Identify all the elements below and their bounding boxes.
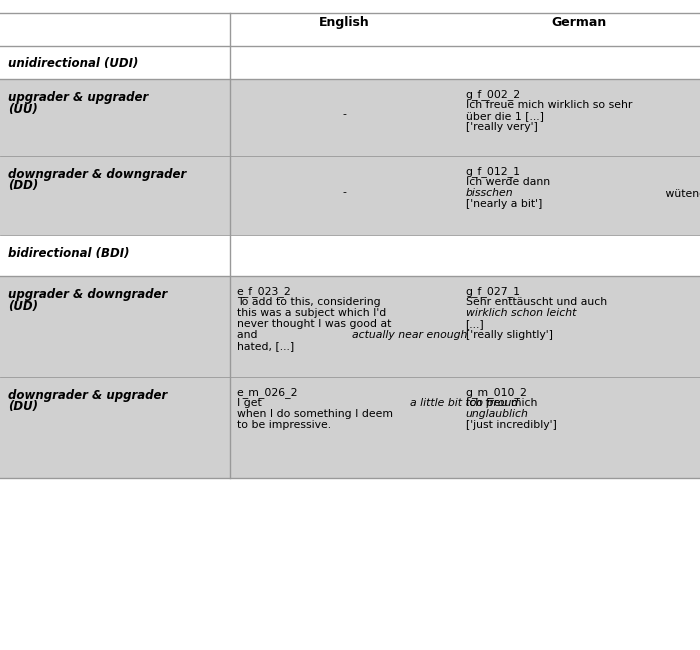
Text: actually near enough: actually near enough <box>352 330 468 340</box>
Text: -: - <box>342 187 346 198</box>
Text: Sehr enttäuscht und auch: Sehr enttäuscht und auch <box>466 297 607 307</box>
Text: upgrader & upgrader: upgrader & upgrader <box>8 91 148 104</box>
Bar <box>0 276 700 377</box>
Bar <box>0 13 700 478</box>
Text: bisschen: bisschen <box>466 188 513 198</box>
Text: ['really slightly']: ['really slightly'] <box>466 330 552 340</box>
Text: e_f_023_2: e_f_023_2 <box>237 286 291 297</box>
Text: when I do something I deem: when I do something I deem <box>237 409 393 419</box>
Text: e_m_026_2: e_m_026_2 <box>237 387 298 398</box>
Text: g_f_002_2: g_f_002_2 <box>466 89 521 100</box>
Bar <box>0 235 700 276</box>
Text: hated, [...]: hated, [...] <box>237 341 294 351</box>
Text: wütend, weil [...]: wütend, weil [...] <box>662 188 700 198</box>
Text: a little bit too proud: a little bit too proud <box>410 398 519 408</box>
Text: to be impressive.: to be impressive. <box>237 420 330 430</box>
Bar <box>0 156 700 235</box>
Text: this was a subject which I'd: this was a subject which I'd <box>237 308 386 318</box>
Text: bidirectional (BDI): bidirectional (BDI) <box>8 247 130 260</box>
Text: (UU): (UU) <box>8 103 38 116</box>
Text: and: and <box>237 330 260 340</box>
Text: g_f_012_1: g_f_012_1 <box>466 166 521 177</box>
Text: German: German <box>552 16 607 29</box>
Text: über die 1 [...]: über die 1 [...] <box>466 111 543 121</box>
Text: never thought I was good at: never thought I was good at <box>237 319 391 329</box>
Text: upgrader & downgrader: upgrader & downgrader <box>8 288 168 301</box>
Text: downgrader & upgrader: downgrader & upgrader <box>8 389 168 402</box>
Text: [...]: [...] <box>466 319 484 329</box>
Text: g_m_010_2: g_m_010_2 <box>466 387 527 398</box>
Bar <box>0 377 700 478</box>
Bar <box>0 13 700 46</box>
Text: Ich freu mich: Ich freu mich <box>466 398 540 408</box>
Text: unidirectional (UDI): unidirectional (UDI) <box>8 57 139 70</box>
Text: To add to this, considering: To add to this, considering <box>237 297 380 307</box>
Text: g_f_027_1: g_f_027_1 <box>466 286 521 297</box>
Bar <box>0 46 700 79</box>
Text: English: English <box>318 16 370 29</box>
Text: ['nearly a bit']: ['nearly a bit'] <box>466 199 542 209</box>
Text: I get: I get <box>237 398 265 408</box>
Text: wirklich schon leicht: wirklich schon leicht <box>466 308 576 318</box>
Text: ['really very']: ['really very'] <box>466 122 538 132</box>
Text: ['just incredibly']: ['just incredibly'] <box>466 420 556 430</box>
Text: unglaublich: unglaublich <box>466 409 528 419</box>
Text: downgrader & downgrader: downgrader & downgrader <box>8 168 187 181</box>
Bar <box>0 79 700 156</box>
Text: Ich freue mich wirklich so sehr: Ich freue mich wirklich so sehr <box>466 100 632 110</box>
Text: (DD): (DD) <box>8 179 38 192</box>
Text: Ich werde dann: Ich werde dann <box>466 177 553 187</box>
Text: -: - <box>342 109 346 120</box>
Text: (UD): (UD) <box>8 300 38 313</box>
Text: (DU): (DU) <box>8 400 38 413</box>
